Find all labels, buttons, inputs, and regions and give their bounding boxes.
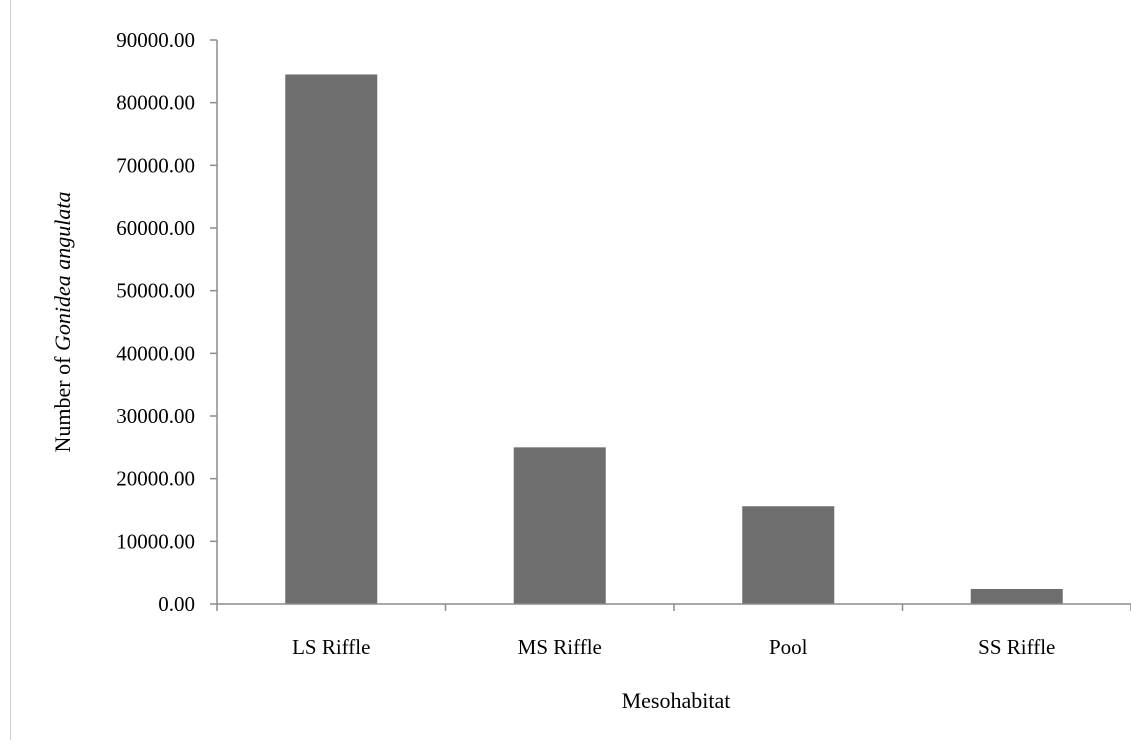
x-axis-ticks <box>216 604 1131 611</box>
y-tick-label: 80000.00 <box>116 91 195 115</box>
y-tick-label: 0.00 <box>158 592 195 616</box>
x-tick-label: Pool <box>769 635 808 659</box>
y-tick-label: 20000.00 <box>116 467 195 491</box>
y-tick-label: 70000.00 <box>116 153 195 177</box>
bar <box>513 447 606 604</box>
bar <box>742 506 835 604</box>
x-axis-title: Mesohabitat <box>622 688 731 713</box>
y-tick-label: 30000.00 <box>116 404 195 428</box>
y-axis-title-prefix: Number of <box>50 351 75 452</box>
y-tick-label: 10000.00 <box>116 529 195 553</box>
x-tick-label: SS Riffle <box>978 635 1055 659</box>
bars <box>285 74 1063 604</box>
y-tick-label: 60000.00 <box>116 216 195 240</box>
y-axis-title-species: Gonidea angulata <box>50 192 75 352</box>
y-axis-title: Number of Gonidea angulata <box>50 192 75 453</box>
y-tick-label: 50000.00 <box>116 279 195 303</box>
x-axis-tick-labels: LS Riffle MS Riffle Pool SS Riffle <box>292 635 1055 659</box>
bar <box>285 74 378 604</box>
x-tick-label: MS Riffle <box>518 635 602 659</box>
frame-border <box>10 0 11 740</box>
y-axis-ticks: 0.00 10000.00 20000.00 30000.00 40000.00 5000… <box>116 28 217 616</box>
bar <box>970 588 1063 604</box>
y-tick-label: 90000.00 <box>116 28 195 52</box>
x-tick-label: LS Riffle <box>292 635 370 659</box>
y-tick-label: 40000.00 <box>116 341 195 365</box>
